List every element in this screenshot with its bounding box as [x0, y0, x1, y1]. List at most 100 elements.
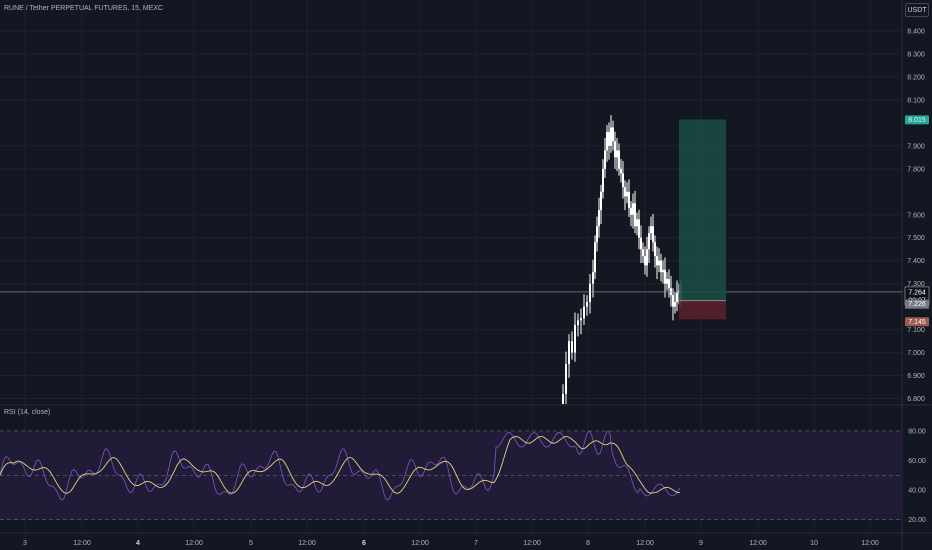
- last-price-label: 7.264: [908, 289, 926, 296]
- candle-body: [596, 226, 598, 243]
- candle-body: [577, 320, 579, 326]
- candle-body: [646, 249, 648, 266]
- candle-body: [568, 341, 570, 365]
- price-tick-label: 7.600: [907, 212, 925, 219]
- candle-body: [604, 150, 606, 169]
- price-tick-label: 7.100: [907, 327, 925, 334]
- candle-body: [634, 203, 636, 227]
- candle-body: [630, 207, 632, 215]
- candle-body: [648, 233, 650, 250]
- price-tick-label: 7.500: [907, 235, 925, 242]
- candle-body: [602, 168, 604, 192]
- candle-body: [618, 150, 620, 169]
- candle-body: [594, 242, 596, 273]
- candle-body: [600, 191, 602, 211]
- rsi-tick-label: 20.00: [908, 517, 926, 524]
- candle-body: [654, 242, 656, 257]
- candle-body: [583, 306, 585, 319]
- target-price-label-bg: [905, 115, 929, 125]
- entry-price-label-bg: [905, 299, 929, 309]
- candle-body: [598, 210, 600, 227]
- rsi-ma-line: [0, 436, 681, 494]
- candle-body: [622, 173, 624, 188]
- candle-body: [642, 249, 644, 257]
- time-axis[interactable]: 3 12:00 4 12:00 5 12:00 6 12:00 7 12:00 8 12:00 9 12:…: [23, 540, 879, 547]
- rsi-title[interactable]: RSI (14, close): [4, 409, 51, 416]
- candle-body: [662, 269, 664, 273]
- candle-body: [650, 226, 652, 234]
- time-tick-label: 12:00: [749, 540, 767, 547]
- symbol-title[interactable]: RUNE / Tether PERPETUAL FUTURES, 15, MEX…: [4, 5, 164, 12]
- candle-body: [664, 269, 666, 284]
- candle-body: [606, 132, 608, 151]
- candle-body: [636, 219, 638, 227]
- price-tick-label: 7.400: [907, 258, 925, 265]
- time-tick-label: 5: [249, 540, 253, 547]
- time-tick-label: 12:00: [411, 540, 429, 547]
- candle-body: [589, 283, 591, 303]
- candle-body: [628, 191, 630, 208]
- long-position-tool[interactable]: [679, 119, 726, 320]
- candle-body: [580, 318, 582, 321]
- candle-body: [614, 141, 616, 158]
- price-tick-label: 8.400: [907, 29, 925, 36]
- price-tick-label: 8.200: [907, 74, 925, 81]
- candle-body: [616, 150, 618, 158]
- candle-body: [668, 279, 670, 289]
- candle-body: [674, 302, 676, 307]
- candle-body: [644, 256, 646, 266]
- profit-zone: [679, 119, 726, 301]
- price-tick-label: 7.900: [907, 143, 925, 150]
- loss-zone: [679, 300, 726, 320]
- candle-body: [640, 237, 642, 250]
- rsi-tick-label: 40.00: [908, 488, 926, 495]
- rsi-tick-label: 80.00: [908, 429, 926, 436]
- candle-body: [672, 295, 674, 307]
- price-tick-label: 7.300: [907, 281, 925, 288]
- time-tick-label: 8: [586, 540, 590, 547]
- candle-body: [610, 127, 612, 146]
- price-tick-label: 6.800: [907, 396, 925, 403]
- candle-body: [562, 393, 564, 404]
- candle-body: [656, 256, 658, 266]
- time-tick-label: 3: [23, 540, 27, 547]
- time-tick-label: 12:00: [636, 540, 654, 547]
- price-axis[interactable]: 80.00 60.00 40.00 20.00 8.400 8.300 8.200 8.100…: [904, 29, 930, 525]
- time-tick-label: 12:00: [523, 540, 541, 547]
- stop-price-label: 7.145: [908, 319, 926, 326]
- candle-body: [676, 292, 678, 303]
- candle-body: [626, 191, 628, 197]
- candle-body: [624, 187, 626, 197]
- rsi-tick-label: 60.00: [908, 458, 926, 465]
- candle-body: [660, 260, 662, 273]
- candle-body: [608, 132, 610, 146]
- candle-body: [565, 364, 567, 394]
- time-tick-label: 12:00: [185, 540, 203, 547]
- time-tick-label: 12:00: [861, 540, 879, 547]
- candle-body: [574, 325, 576, 353]
- time-tick-label: 7: [474, 540, 478, 547]
- price-tick-label: 8.100: [907, 97, 925, 104]
- rsi-indicator: [0, 430, 902, 520]
- price-tick-label: 6.900: [907, 373, 925, 380]
- candle-body: [586, 302, 588, 307]
- price-tick-label: 7.800: [907, 166, 925, 173]
- currency-button[interactable]: USDT: [905, 3, 929, 17]
- candle-body: [658, 260, 660, 266]
- time-tick-label: 4: [136, 540, 140, 547]
- rsi-line: [0, 430, 681, 501]
- entry-price-label: 7.226: [908, 301, 926, 308]
- candle-body: [652, 226, 654, 243]
- candle-body: [666, 279, 668, 284]
- time-tick-label: 12:00: [298, 540, 316, 547]
- price-tick-label: 8.300: [907, 51, 925, 58]
- candle-body: [632, 203, 634, 215]
- stop-price-label-bg: [905, 317, 929, 327]
- time-tick-label: 6: [362, 540, 366, 547]
- candle-body: [620, 168, 622, 174]
- price-tick-label: 7.000: [907, 350, 925, 357]
- candlestick-series: [0, 115, 902, 404]
- candle-body: [571, 341, 573, 353]
- time-tick-label: 12:00: [73, 540, 91, 547]
